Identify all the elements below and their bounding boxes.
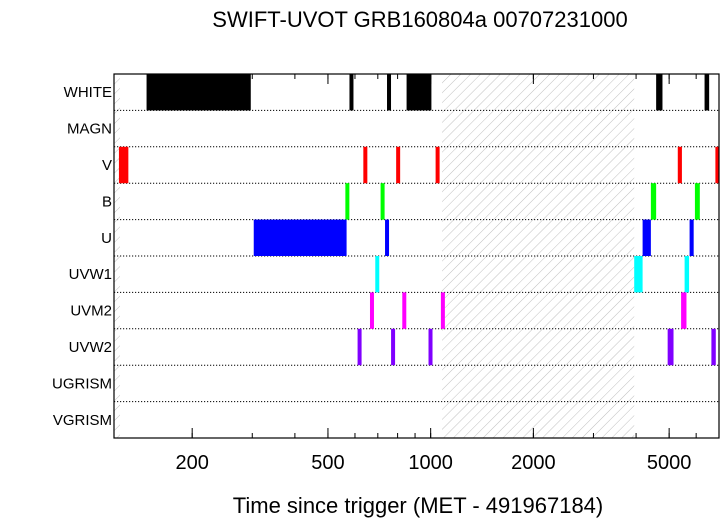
exposure-segment-white (146, 74, 251, 111)
exposure-segment-v (435, 146, 440, 184)
exposure-segment-uvm2 (402, 292, 407, 329)
exposure-segment-uvw2 (428, 328, 433, 366)
exposure-segment-v (677, 146, 682, 184)
x-tick-label: 2000 (511, 452, 556, 474)
row-label-uvw2: UVW2 (69, 339, 112, 356)
x-tick-label: 500 (311, 452, 344, 474)
exposure-segment-v (715, 146, 720, 184)
exposure-segment-uvm2 (440, 292, 445, 329)
exposure-segment-b (650, 183, 657, 220)
exposure-segment-white (406, 74, 432, 111)
exposure-segment-white (656, 74, 663, 111)
row-label-b: B (102, 193, 112, 210)
exposure-segment-white (349, 74, 354, 111)
exposure-segment-uvw2 (667, 328, 674, 366)
row-label-vgrism: VGRISM (53, 412, 112, 429)
exposure-segment-v (363, 146, 368, 184)
exposure-segment-v (118, 146, 129, 184)
exposure-segment-uvw1 (375, 256, 380, 293)
x-tick-label: 1000 (408, 452, 453, 474)
exposure-segment-white (387, 74, 392, 111)
exposure-segment-b (694, 183, 700, 220)
exposure-segment-uvw1 (684, 256, 690, 293)
exposure-segment-uvw2 (391, 328, 396, 366)
row-label-white: WHITE (64, 84, 112, 101)
exposure-segment-b (345, 183, 350, 220)
exposure-segment-u (253, 219, 347, 256)
exposure-segment-uvw2 (357, 328, 362, 366)
chart-title: SWIFT-UVOT GRB160804a 00707231000 (212, 7, 627, 32)
x-tick-label: 200 (175, 452, 208, 474)
exposure-segment-v (396, 146, 401, 184)
x-axis-label: Time since trigger (MET - 491967184) (233, 493, 604, 518)
row-label-u: U (101, 230, 112, 247)
plot-area: WHITE MAGN V B U UVW1 UVM2 UVW2 UGRISM VGRISM 200 5… (52, 73, 720, 474)
row-label-magn: MAGN (67, 121, 112, 138)
exposure-segment-uvm2 (681, 292, 687, 329)
exposure-segment-u (642, 219, 651, 256)
exposure-segment-uvw2 (711, 328, 716, 366)
plot-frame (113, 73, 720, 439)
x-tick-label: 5000 (647, 452, 692, 474)
row-label-uvm2: UVM2 (70, 303, 112, 320)
exposure-segment-u (689, 219, 694, 256)
exposure-segment-uvm2 (369, 292, 374, 329)
exposure-segment-uvw1 (634, 256, 643, 293)
exposure-segment-b (380, 183, 385, 220)
row-label-v: V (102, 157, 112, 174)
row-label-ugrism: UGRISM (52, 375, 112, 392)
row-label-uvw1: UVW1 (69, 266, 112, 283)
exposure-segment-u (385, 219, 390, 256)
exposure-segment-white (704, 74, 710, 111)
